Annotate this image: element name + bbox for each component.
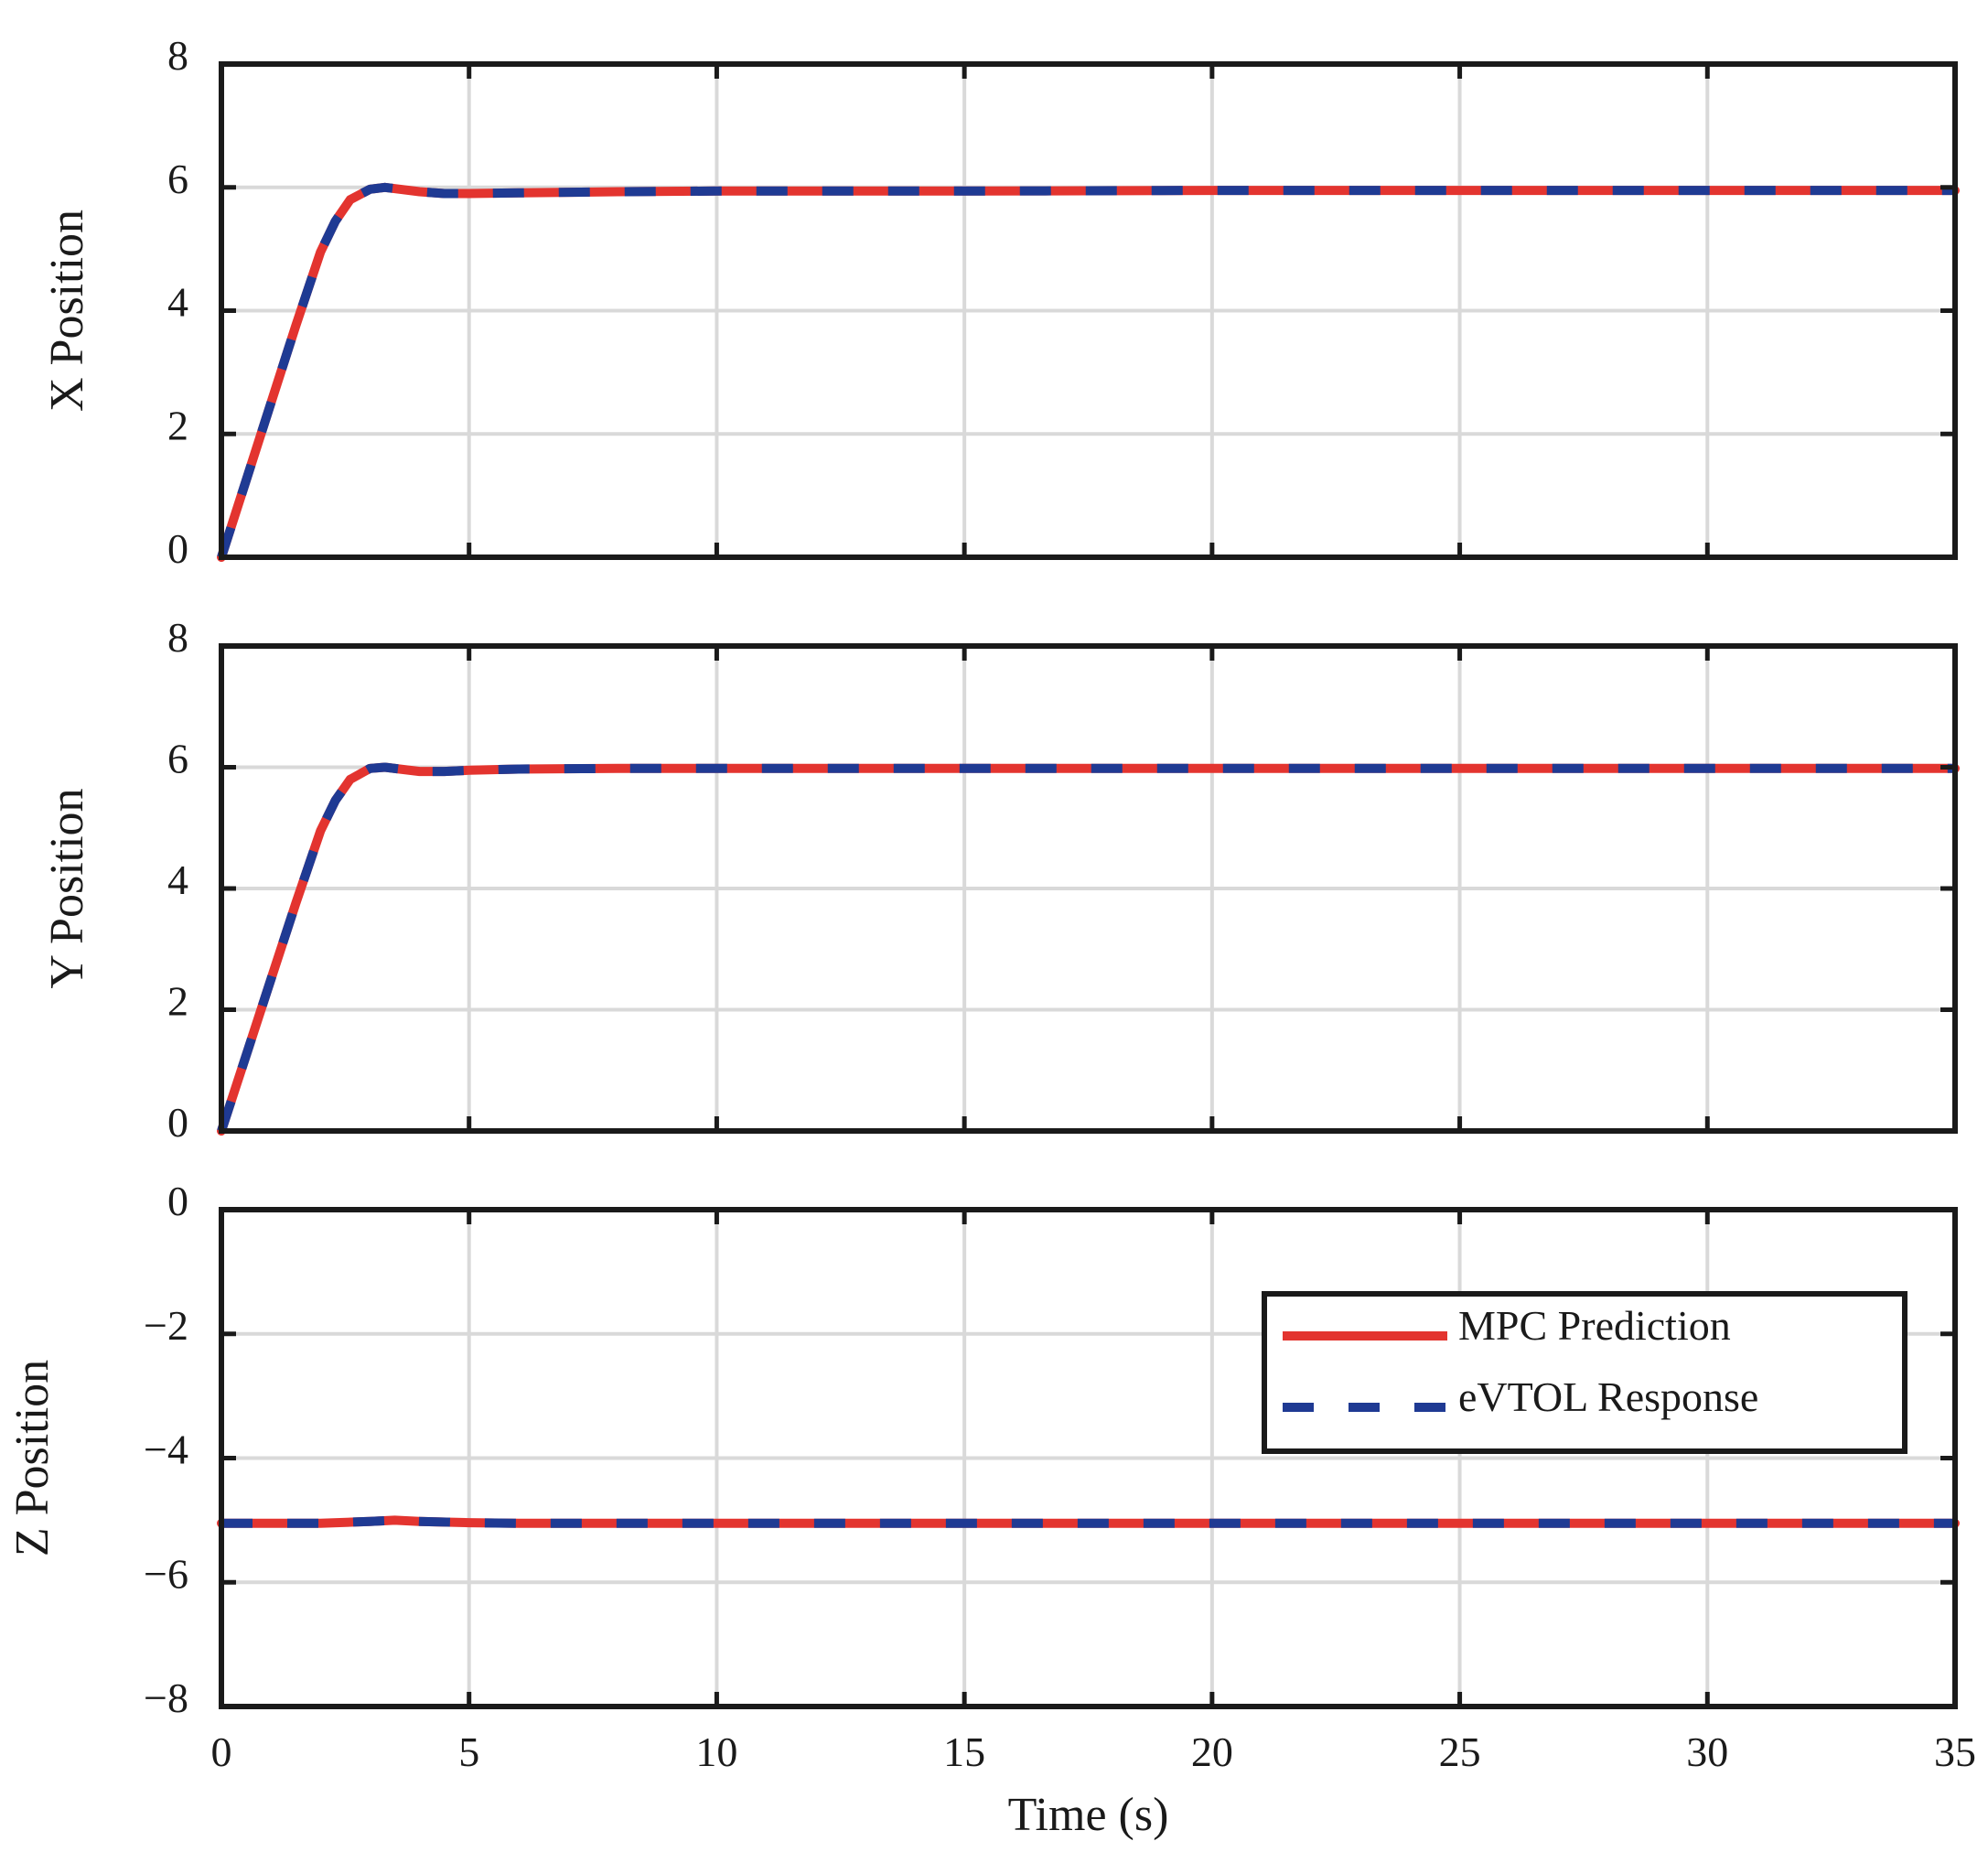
y-tick-label: 8 <box>167 32 188 79</box>
x-tick-label: 30 <box>1686 1728 1728 1775</box>
series-line-evtol-response <box>221 1515 1955 1528</box>
x-tick-labels: 0 5 10 15 20 25 30 35 <box>211 1728 1977 1775</box>
subplot-x-position: X Position <box>41 61 1960 562</box>
x-tick-label: 5 <box>458 1728 479 1775</box>
ylabel-x-position: X Position <box>41 210 93 412</box>
ylabel-y-position: Y Position <box>41 788 93 988</box>
legend-box <box>1262 1291 1907 1454</box>
series-group-x-position <box>217 182 1960 562</box>
grid-x-position <box>220 62 1957 559</box>
series-line-evtol-response <box>217 182 1955 559</box>
subplot-z-position: Z Position <box>6 1207 1960 1709</box>
y-tick-label: −6 <box>144 1550 188 1597</box>
legend-label-evtol-response: eVTOL Response <box>1458 1373 1758 1420</box>
y-tick-label: 0 <box>167 1178 188 1224</box>
x-tick-label: 25 <box>1439 1728 1481 1775</box>
y-tick-labels-y-position: 0 2 4 6 8 <box>167 614 188 1146</box>
ticks-z-position <box>219 1207 1958 1709</box>
y-tick-label: 0 <box>167 525 188 572</box>
ticks-y-position <box>219 643 1958 1134</box>
series-line-evtol-response <box>217 762 1955 1133</box>
x-tick-label: 0 <box>211 1728 232 1775</box>
y-tick-label: 6 <box>167 156 188 202</box>
series-group-y-position <box>217 762 1960 1136</box>
grid-y-position <box>220 644 1957 1133</box>
subplot-y-position: Y Position <box>41 643 1960 1136</box>
y-tick-label: 4 <box>167 856 188 903</box>
legend: MPC Prediction eVTOL Response <box>1262 1291 1907 1454</box>
y-tick-label: 6 <box>167 736 188 782</box>
x-tick-label: 20 <box>1191 1728 1233 1775</box>
y-tick-label: 0 <box>167 1099 188 1146</box>
y-tick-label: −8 <box>144 1674 188 1721</box>
x-tick-label: 15 <box>943 1728 985 1775</box>
y-tick-label: 2 <box>167 978 188 1025</box>
y-tick-label: 2 <box>167 402 188 448</box>
y-tick-labels-z-position: −8 −6 −4 −2 0 <box>144 1178 188 1721</box>
series-line-mpc-prediction <box>217 182 1960 562</box>
x-axis-label: Time (s) <box>1008 1789 1169 1841</box>
series-group-z-position <box>217 1515 1960 1528</box>
y-tick-label: −2 <box>144 1302 188 1349</box>
y-tick-label: 8 <box>167 614 188 661</box>
x-tick-label: 35 <box>1934 1728 1976 1775</box>
ylabel-z-position: Z Position <box>6 1360 59 1556</box>
y-tick-label: −4 <box>144 1427 188 1473</box>
x-tick-label: 10 <box>695 1728 737 1775</box>
ticks-x-position <box>219 61 1958 560</box>
grid-z-position <box>220 1208 1957 1708</box>
series-line-mpc-prediction <box>217 762 1960 1136</box>
y-tick-labels-x-position: 0 2 4 6 8 <box>167 32 188 572</box>
legend-label-mpc-prediction: MPC Prediction <box>1458 1302 1731 1349</box>
y-tick-label: 4 <box>167 279 188 326</box>
